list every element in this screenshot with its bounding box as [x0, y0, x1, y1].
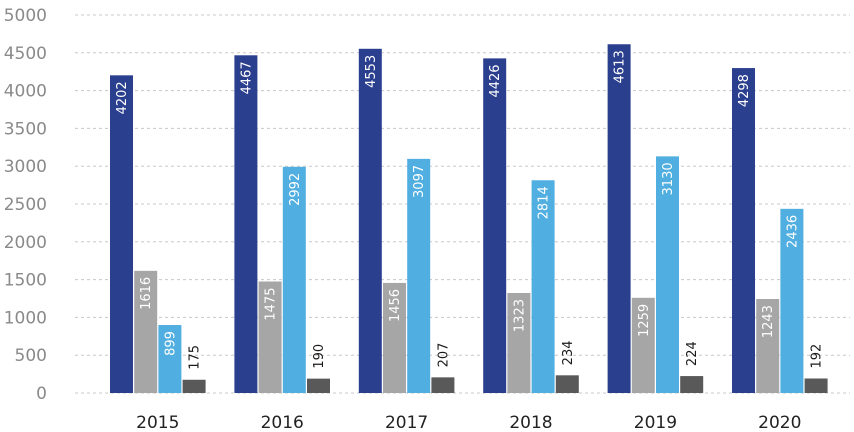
data-label: 192: [810, 344, 825, 369]
bar: [282, 166, 306, 393]
bar: [631, 297, 655, 393]
data-label: 207: [436, 343, 451, 368]
x-tick-label: 2017: [385, 413, 428, 432]
bar: [756, 299, 780, 393]
bar-group: 4202 1616 899 175 2015: [110, 75, 206, 432]
bar-group: 4553 1456 3097 207 2017: [358, 48, 455, 432]
data-label: 3097: [412, 165, 427, 198]
y-tick-label: 2500: [4, 195, 47, 215]
data-label: 224: [685, 341, 700, 366]
y-tick-label: 3500: [4, 119, 47, 139]
data-label: 2992: [288, 173, 303, 206]
bar: [358, 48, 382, 393]
bar: [158, 325, 182, 393]
data-label: 3130: [661, 162, 676, 195]
data-label: 1243: [761, 305, 776, 338]
bar: [656, 156, 679, 393]
data-label: 4553: [364, 55, 379, 88]
bar-group: 4467 1475 2992 190 2016: [234, 55, 330, 432]
y-tick-label: 500: [15, 346, 47, 366]
bar: [383, 282, 406, 393]
data-label: 175: [188, 345, 203, 370]
data-label: 234: [561, 340, 576, 365]
bar: [780, 208, 804, 393]
x-tick-label: 2016: [261, 413, 304, 432]
x-tick-label: 2020: [758, 413, 801, 432]
y-tick-label: 5000: [4, 6, 47, 26]
bar: [110, 75, 133, 393]
x-tick-label: 2019: [634, 413, 677, 432]
data-label: 2436: [785, 215, 800, 248]
data-label: 899: [163, 331, 178, 356]
data-label: 1259: [637, 304, 652, 337]
bar: [732, 68, 755, 393]
bar-group: 4426 1323 2814 234 2018: [483, 58, 579, 432]
bar: [531, 180, 555, 393]
y-tick-label: 4000: [4, 82, 47, 102]
x-tick-label: 2018: [509, 413, 552, 432]
y-tick-label: 1500: [4, 271, 47, 291]
y-tick-label: 0: [36, 384, 47, 404]
data-label: 4467: [239, 61, 254, 94]
data-label: 4202: [115, 81, 130, 114]
bar: [555, 375, 579, 393]
data-label: 1323: [512, 299, 527, 332]
data-label: 1616: [139, 277, 154, 310]
bar: [431, 377, 455, 393]
data-label: 4613: [613, 50, 628, 83]
bar: [234, 55, 258, 393]
bar: [483, 58, 507, 393]
y-tick-label: 4500: [4, 44, 47, 64]
bar: [507, 292, 531, 393]
bar: [134, 270, 158, 393]
data-label: 1475: [264, 287, 279, 320]
bar: [258, 281, 282, 393]
bar: [680, 376, 704, 393]
data-label: 190: [312, 344, 327, 369]
bar: [607, 44, 631, 393]
y-axis-ticks: 0 500 1000 1500 2000 2500 3000 3500 4000 4500 5000: [4, 6, 47, 404]
y-tick-label: 3000: [4, 157, 47, 177]
bar: [307, 378, 330, 393]
y-tick-label: 2000: [4, 233, 47, 253]
bar: [407, 158, 431, 393]
data-label: 2814: [537, 186, 552, 219]
data-label: 4426: [488, 64, 503, 97]
y-tick-label: 1000: [4, 308, 47, 328]
bars: 4202 1616 899 175 2015 4467 1475 2992 190 2016 455…: [110, 44, 828, 432]
data-label: 4298: [737, 74, 752, 107]
data-label: 1456: [388, 289, 403, 322]
bar: [182, 379, 206, 393]
bar: [804, 378, 828, 393]
bar-group: 4298 1243 2436 192 2020: [732, 68, 828, 432]
x-tick-label: 2015: [136, 413, 179, 432]
bar-group: 4613 1259 3130 224 2019: [607, 44, 704, 432]
